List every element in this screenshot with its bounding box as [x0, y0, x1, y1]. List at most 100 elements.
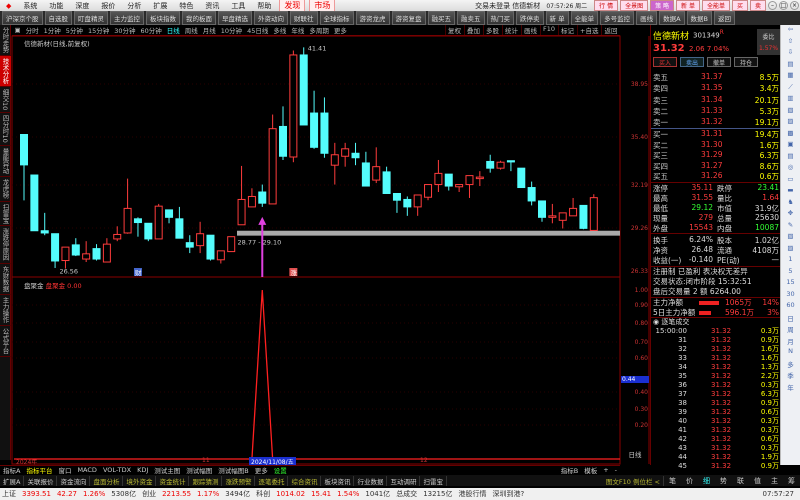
toolbar-button[interactable]: 返回	[714, 11, 735, 25]
quick-button[interactable]: 新 单	[676, 0, 700, 11]
menu-item[interactable]: 系统	[23, 1, 38, 10]
sidebar-tab[interactable]: 涨跌停原因	[0, 226, 11, 264]
quick-button[interactable]: 全景图	[620, 0, 649, 11]
tool-icon[interactable]: 多	[787, 360, 794, 369]
sell-button[interactable]: 卖出	[680, 57, 704, 67]
tool-icon[interactable]: N	[788, 347, 793, 355]
tool-icon[interactable]: ▬	[787, 186, 794, 194]
toolbar-button[interactable]: 跌停卖	[516, 11, 544, 25]
tool-icon[interactable]: 季	[787, 372, 794, 380]
tool-icon[interactable]: ⇩	[787, 48, 794, 56]
tool-icon[interactable]: ▧	[787, 232, 794, 240]
toolbar-button[interactable]: 板块指数	[146, 11, 180, 25]
tool-icon[interactable]: 周	[787, 326, 794, 334]
chart-action-button[interactable]: +自选	[576, 25, 601, 35]
timeframe-tab[interactable]: 周线	[184, 27, 198, 35]
toolbar-button[interactable]: 热门买	[486, 11, 514, 25]
indicator-tab[interactable]: 测试幅图B	[218, 467, 249, 475]
toolbar-button[interactable]: 我的板面	[182, 11, 216, 25]
tool-icon[interactable]: ⟋	[788, 82, 793, 91]
quick-button[interactable]: 全能单	[701, 0, 730, 11]
tool-icon[interactable]: ⇦	[787, 25, 794, 33]
toolbar-button[interactable]: 游资龙虎	[355, 11, 390, 25]
toolbar-button[interactable]: 融卖五	[457, 11, 485, 25]
extension-tab[interactable]: 互动调研	[387, 475, 421, 486]
timeframe-tab[interactable]: 月线	[202, 27, 216, 35]
chart-action-button[interactable]: F10	[539, 25, 558, 35]
toolbar-button[interactable]: 财联社	[290, 11, 318, 25]
quick-button[interactable]: 策 略	[650, 0, 675, 11]
timeframe-tab[interactable]: 1分钟	[43, 27, 61, 35]
toolbar-button[interactable]: 主力监控	[110, 11, 144, 25]
extension-tab[interactable]: 扫雷宝	[420, 475, 447, 486]
toolbar-button[interactable]: 早盘精选	[218, 11, 252, 25]
sidebar-tab[interactable]: 东财数据	[0, 264, 11, 295]
tool-icon[interactable]: ▨	[787, 117, 794, 125]
tool-icon[interactable]: ▩	[787, 128, 794, 137]
extension-tab[interactable]: 扩展A	[0, 475, 25, 486]
extension-tab[interactable]: 行业数据	[354, 475, 388, 486]
sidebar-tab[interactable]: 主力操作	[0, 295, 11, 326]
toolbar-button[interactable]: 自选股	[44, 11, 72, 25]
chart-action-button[interactable]: 复权	[444, 25, 464, 35]
tool-icon[interactable]: 1	[788, 255, 793, 263]
tool-icon[interactable]: ▭	[787, 174, 794, 183]
toolbar-button[interactable]: 外资动向	[254, 11, 288, 25]
sidebar-tab[interactable]: 公式平台	[0, 326, 11, 357]
tool-icon[interactable]: ✎	[787, 220, 794, 229]
tool-icon[interactable]: 年	[787, 383, 794, 392]
timeframe-tab[interactable]: 10分钟	[220, 27, 243, 35]
extension-tab[interactable]: 涨跌预警	[222, 475, 256, 486]
minimize-icon[interactable]: –	[768, 1, 777, 10]
tool-icon[interactable]: ♞	[787, 197, 794, 206]
panel-tab[interactable]: 联	[737, 476, 744, 485]
extension-tab[interactable]: 关联报价	[24, 475, 58, 486]
tool-icon[interactable]: ✥	[787, 209, 794, 217]
timeframe-tab[interactable]: 分时	[25, 27, 39, 35]
sidebar-tab[interactable]: 四分时10	[0, 113, 11, 147]
menu-item[interactable]: 工具	[231, 1, 246, 10]
extension-tab[interactable]: 综合资讯	[288, 475, 322, 486]
panel-tab[interactable]: 值	[754, 476, 761, 485]
toolbar-button[interactable]: 新 单	[545, 11, 569, 25]
sidebar-tab[interactable]: 量能异动	[0, 146, 11, 178]
tool-icon[interactable]: ◎	[787, 163, 794, 171]
panel-tab[interactable]: 笔	[669, 476, 676, 485]
extension-tab[interactable]: 资金统计	[156, 475, 190, 486]
timeframe-tab[interactable]: 日线	[166, 27, 180, 35]
sidebar-tab[interactable]: 龙虎榜	[0, 177, 11, 202]
timeframe-tab[interactable]: 45日线	[247, 27, 269, 35]
timeframe-tab[interactable]: 30分钟	[114, 27, 136, 35]
ticks-title[interactable]: ◉ 逐笔成交	[653, 318, 689, 326]
tool-icon[interactable]: ▧	[787, 105, 794, 114]
menu-item[interactable]: 分析	[127, 1, 142, 10]
sidebar-tab[interactable]: 分时走势	[0, 25, 11, 56]
indicator-tab[interactable]: 测试幅图	[186, 467, 213, 475]
tool-icon[interactable]: 日	[787, 314, 794, 323]
toolbar-button[interactable]: 全能单	[570, 11, 599, 25]
extension-tab[interactable]: 板块资讯	[321, 475, 355, 486]
timeframe-tab[interactable]: 更多	[333, 27, 347, 35]
menu-item[interactable]: 资讯	[205, 1, 220, 10]
menu-item[interactable]: 报价	[101, 1, 116, 10]
panel-toggle[interactable]: 图文F10 例位栏 <	[603, 475, 664, 486]
sidebar-tab[interactable]: 技术分析	[0, 56, 11, 87]
indicator-tab[interactable]: 更多	[254, 467, 268, 475]
tool-icon[interactable]: ▦	[787, 71, 794, 79]
toolbar-button[interactable]: 数据A	[659, 11, 685, 25]
indicator-tab[interactable]: 指标平台	[26, 467, 53, 475]
indicator-right-button[interactable]: +	[603, 466, 609, 474]
panel-tab[interactable]: 价	[686, 476, 693, 485]
extension-tab[interactable]: 境外资金	[123, 475, 157, 486]
timeframe-tab[interactable]: 5分钟	[65, 27, 83, 35]
indicator-tab[interactable]: VOL-TDX	[102, 466, 132, 474]
buy-button[interactable]: 买	[731, 0, 748, 11]
tool-icon[interactable]: 60	[786, 301, 795, 309]
toolbar-button[interactable]: 游资复盘	[391, 11, 426, 25]
chart-action-button[interactable]: 多股	[482, 25, 502, 35]
menu-item[interactable]: 深度	[75, 1, 90, 10]
indicator-tab[interactable]: 设置	[273, 467, 287, 475]
chart-action-button[interactable]: 统计	[501, 25, 521, 35]
close-icon[interactable]: ×	[790, 1, 799, 10]
toolbar-button[interactable]: 融买五	[427, 11, 455, 25]
